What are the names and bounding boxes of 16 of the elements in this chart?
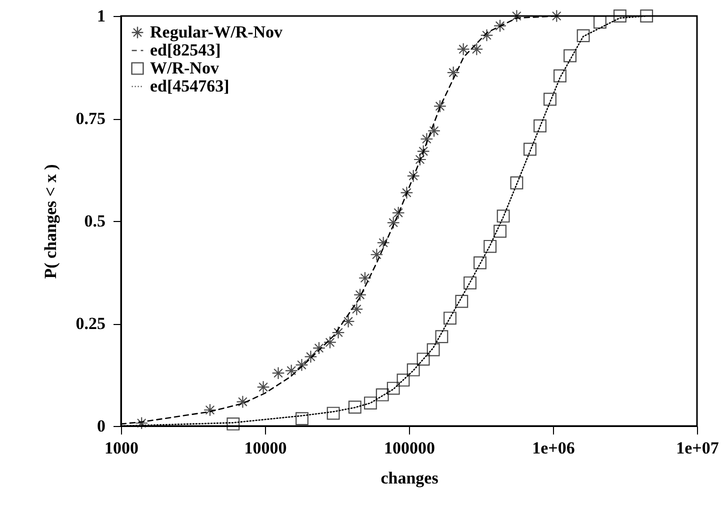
legend-label: ed[82543] <box>150 40 221 60</box>
y-tick-label: 1 <box>97 6 106 26</box>
x-tick-label: 100000 <box>384 438 435 458</box>
y-tick-label: 0.25 <box>76 314 106 333</box>
legend-label: ed[454763] <box>150 76 230 96</box>
y-tick-label: 0.75 <box>76 109 106 128</box>
x-tick-label: 10000 <box>244 438 287 458</box>
legend-label: Regular-W/R-Nov <box>150 22 284 42</box>
legend-label: W/R-Nov <box>150 58 220 78</box>
y-tick-label: 0.5 <box>84 212 106 230</box>
x-tick-label: 1e+06 <box>532 438 575 458</box>
x-tick-label: 1e+07 <box>676 438 720 458</box>
y-tick-label: 0 <box>97 416 106 436</box>
x-tick-label: 1000 <box>104 438 138 458</box>
y-axis-title: P( changes < x ) <box>40 164 60 279</box>
x-axis-title: changes <box>380 468 439 488</box>
